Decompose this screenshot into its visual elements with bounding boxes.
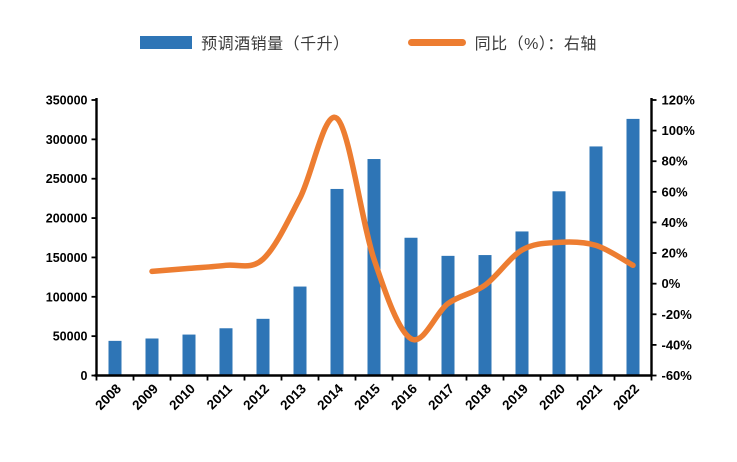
bar-2011 [219,328,233,376]
x-axis-year-label: 2011 [204,381,236,413]
right-axis-tick-label: 40% [662,215,688,230]
bar-2016 [404,237,418,376]
bar-2021 [589,146,603,376]
right-axis-tick-label: 120% [662,93,696,108]
x-axis-year-label: 2014 [314,381,346,413]
right-axis-tick-label: -60% [662,368,693,383]
x-axis-year-label: 2017 [425,381,457,413]
right-axis-tick-label: -20% [662,307,693,322]
x-axis-year-label: 2018 [462,381,494,413]
bar-2010 [182,334,196,376]
right-axis-tick-label: -40% [662,337,693,352]
right-axis-tick-label: 60% [662,184,688,199]
bar-swatch-icon [140,35,193,49]
left-axis-tick-label: 200000 [46,212,88,226]
bar-2008 [108,340,122,376]
bar-2014 [330,188,344,376]
left-axis-tick-label: 300000 [46,133,88,147]
x-axis-year-label: 2021 [573,381,605,413]
chart-legend: 预调酒销量（千升） 同比（%）：右轴 [0,30,737,54]
right-axis-tick-label: 100% [662,123,696,138]
bar-2020 [552,191,566,376]
x-axis-year-label: 2010 [166,381,198,413]
x-axis-year-label: 2016 [388,381,420,413]
left-axis-tick-label: 250000 [46,172,88,186]
left-axis-tick-label: 150000 [46,251,88,265]
bar-2009 [145,338,159,376]
bar-2018 [478,255,492,376]
right-axis-tick-label: 20% [662,246,688,261]
x-axis-year-label: 2020 [536,381,568,413]
bar-2013 [293,286,307,376]
left-axis-tick-label: 50000 [53,330,88,344]
bar-2019 [515,231,529,376]
x-axis-year-label: 2015 [351,381,383,413]
x-axis-year-label: 2008 [92,381,124,413]
x-axis-year-label: 2022 [610,381,642,413]
x-axis-year-label: 2009 [129,381,161,413]
right-axis-tick-label: 80% [662,154,688,169]
x-axis-year-label: 2019 [499,381,531,413]
legend-item-yoy: 同比（%）：右轴 [407,30,597,54]
x-axis-year-label: 2013 [277,381,309,413]
bar-2012 [256,318,270,376]
left-axis-tick-label: 100000 [46,290,88,304]
legend-label-sales: 预调酒销量（千升） [201,36,350,53]
right-axis-tick-label: 0% [662,276,681,291]
line-swatch-icon [407,38,466,46]
yoy-line-series [149,114,636,343]
left-axis-tick-label: 0 [81,369,88,383]
bar-2017 [441,255,455,376]
legend-item-sales: 预调酒销量（千升） [140,30,350,54]
legend-label-yoy: 同比（%）：右轴 [474,36,597,53]
left-axis-tick-label: 350000 [46,94,88,108]
bar-2022 [626,118,640,376]
x-axis-year-label: 2012 [240,381,272,413]
